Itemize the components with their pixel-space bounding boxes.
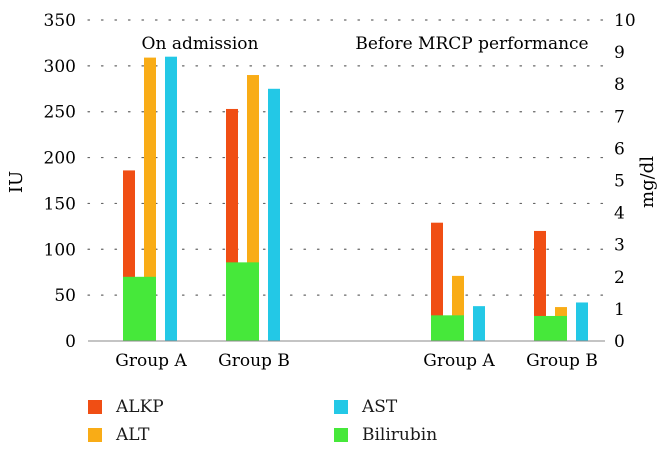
x-tick-label: Group A xyxy=(423,351,495,371)
y-tick-right: 9 xyxy=(614,43,625,63)
legend-swatch-bilirubin xyxy=(334,428,348,442)
legend-label-alt: ALT xyxy=(116,425,150,445)
bar-bilirubin-0 xyxy=(123,276,156,341)
bar-alt-0 xyxy=(144,57,156,342)
legend-item-ast: AST xyxy=(334,397,397,417)
legend-item-alkp: ALKP xyxy=(88,397,164,417)
y-tick-left: 200 xyxy=(44,149,76,169)
y-tick-right: 2 xyxy=(614,268,625,288)
y-tick-left: 150 xyxy=(44,194,76,214)
legend-item-alt: ALT xyxy=(88,425,150,445)
y-tick-left: 250 xyxy=(44,103,76,123)
bar-bilirubin-1 xyxy=(226,262,259,341)
y-tick-left: 0 xyxy=(65,332,76,352)
y-tick-left: 350 xyxy=(44,11,76,31)
x-tick-label: Group A xyxy=(115,351,187,371)
y-tick-right: 3 xyxy=(614,236,625,256)
panel-title-on-admission: On admission xyxy=(142,34,259,54)
x-axis-labels: Group A Group B Group A Group B xyxy=(115,351,598,371)
y-tick-right: 7 xyxy=(614,107,625,127)
legend-label-bilirubin: Bilirubin xyxy=(362,425,438,445)
panel-title-before-mrcp: Before MRCP performance xyxy=(355,34,588,54)
legend-swatch-alt xyxy=(88,428,102,442)
y-tick-right: 10 xyxy=(614,11,636,31)
y-axis-right: 0 1 2 3 4 5 6 7 8 9 10 xyxy=(614,11,636,352)
legend-item-bilirubin: Bilirubin xyxy=(334,425,437,445)
bar-ast-0 xyxy=(165,56,177,341)
legend-label-alkp: ALKP xyxy=(116,397,164,417)
bar-ast-3 xyxy=(576,302,588,341)
y-tick-right: 4 xyxy=(614,204,625,224)
legend-swatch-alkp xyxy=(88,400,102,414)
y-tick-right: 0 xyxy=(614,332,625,352)
y-tick-right: 5 xyxy=(614,172,625,192)
x-tick-label: Group B xyxy=(218,351,290,371)
bar-alkp-2 xyxy=(431,222,443,341)
bar-bilirubin-2 xyxy=(431,315,464,341)
y-axis-left: 0 50 100 150 200 250 300 350 xyxy=(44,11,76,352)
y-tick-right: 6 xyxy=(614,139,625,159)
y-tick-right: 1 xyxy=(614,300,625,320)
bar-ast-1 xyxy=(268,88,280,342)
y-axis-label-right: mg/dl xyxy=(637,156,658,208)
bar-ast-2 xyxy=(473,306,485,341)
legend-swatch-ast xyxy=(334,400,348,414)
y-tick-left: 300 xyxy=(44,57,76,77)
y-tick-left: 100 xyxy=(44,240,76,260)
y-axis-label-left: IU xyxy=(6,171,27,193)
bar-bilirubin-3 xyxy=(534,315,567,341)
legend-label-ast: AST xyxy=(362,397,398,417)
gridlines xyxy=(87,19,606,296)
bars xyxy=(123,56,588,342)
bar-alkp-3 xyxy=(534,230,546,341)
y-tick-left: 50 xyxy=(54,286,76,306)
y-tick-right: 8 xyxy=(614,75,625,95)
x-tick-label: Group B xyxy=(526,351,598,371)
